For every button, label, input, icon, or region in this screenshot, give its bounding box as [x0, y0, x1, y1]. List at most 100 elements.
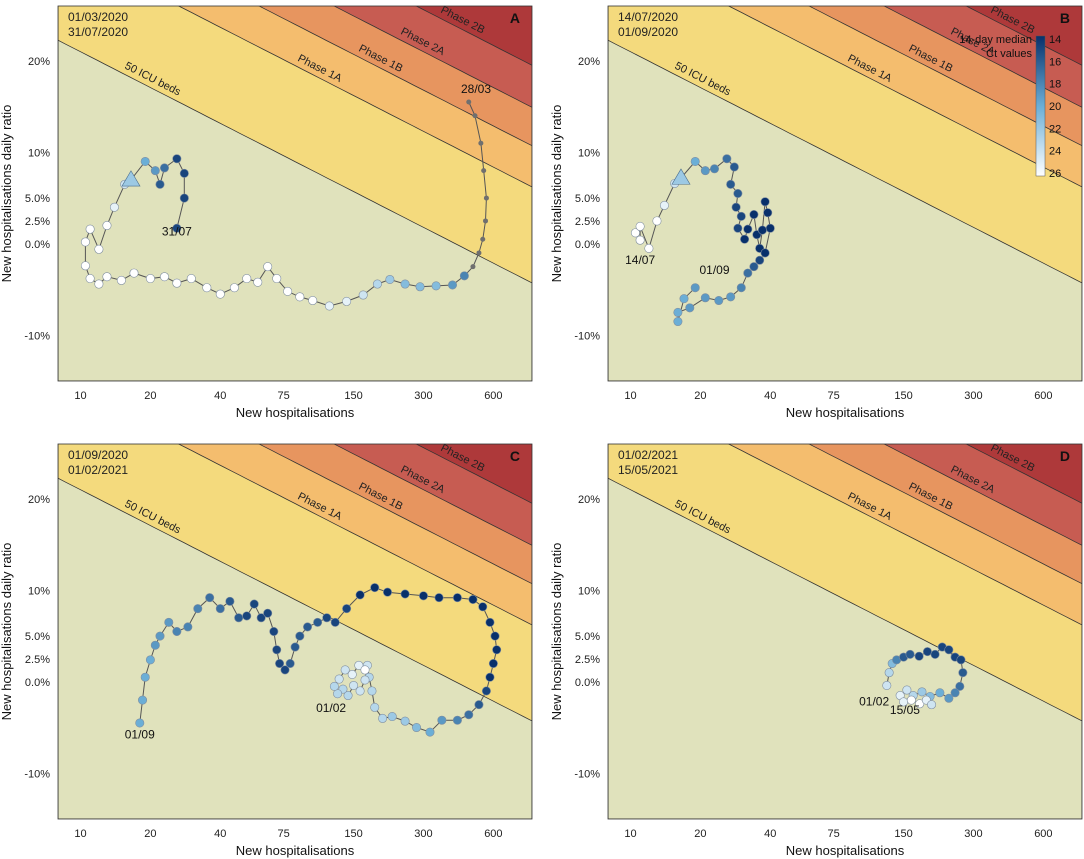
x-tick-label: 600 [1034, 828, 1052, 840]
x-tick-label: 150 [894, 390, 912, 402]
trajectory-point [400, 589, 410, 599]
trajectory-point [950, 688, 960, 698]
trajectory-point [635, 235, 645, 245]
trajectory-point [480, 236, 486, 242]
trajectory-point [242, 274, 252, 284]
x-tick-label: 10 [624, 390, 636, 402]
trajectory-point [679, 294, 689, 304]
trajectory-point [685, 303, 695, 313]
trajectory-point [343, 691, 353, 701]
trajectory-point [225, 596, 235, 606]
trajectory-point [80, 237, 90, 247]
date-end: 01/09/2020 [618, 25, 678, 39]
trajectory-point [295, 292, 305, 302]
x-axis-label: New hospitalisations [786, 843, 905, 858]
trajectory-point [234, 613, 244, 623]
colorbar-tick: 14 [1049, 34, 1061, 46]
y-tick-label: 0.0% [25, 677, 50, 689]
annotation-0: 01/02 [859, 695, 889, 709]
plot-frame [607, 443, 1083, 820]
trajectory-point [135, 718, 145, 728]
trajectory-point [673, 317, 683, 327]
trajectory-point [673, 307, 683, 317]
trajectory-point [308, 296, 318, 306]
trajectory-point [470, 264, 476, 270]
trajectory-point [944, 693, 954, 703]
y-tick-label: 2.5% [575, 654, 600, 666]
y-tick-label: 20% [578, 56, 600, 68]
x-axis-label: New hospitalisations [236, 405, 355, 420]
x-tick-label: 150 [344, 390, 362, 402]
trajectory-point [85, 224, 95, 234]
colorbar-title-2: Ct values [986, 48, 1032, 60]
trajectory-point [150, 166, 160, 176]
x-tick-label: 75 [828, 390, 840, 402]
trajectory-point [263, 608, 273, 618]
annotation-1: 01/02 [316, 701, 346, 715]
date-start: 01/09/2020 [68, 448, 128, 462]
x-axis-label: New hospitalisations [236, 843, 355, 858]
trajectory-point [740, 234, 750, 244]
trajectory-point [749, 210, 759, 220]
x-tick-label: 10 [74, 828, 86, 840]
trajectory-point [425, 727, 435, 737]
trajectory-point [155, 179, 165, 189]
date-end: 01/02/2021 [68, 463, 128, 477]
trajectory-point [164, 617, 174, 627]
trajectory-point [186, 274, 196, 284]
trajectory-point [263, 262, 273, 272]
trajectory-point [644, 243, 654, 253]
x-tick-label: 10 [624, 828, 636, 840]
trajectory-point [172, 223, 182, 233]
trajectory-point [490, 631, 500, 641]
y-tick-label: 0.0% [575, 677, 600, 689]
trajectory-point [340, 665, 350, 675]
y-tick-label: 2.5% [575, 216, 600, 228]
trajectory-point [466, 99, 472, 105]
trajectory-point [360, 665, 370, 675]
trajectory-point [155, 631, 165, 641]
trajectory-point [272, 645, 282, 655]
trajectory-point [280, 665, 290, 675]
x-tick-label: 40 [764, 390, 776, 402]
trajectory-point [755, 255, 765, 265]
y-axis-label: New hospitalisations daily ratio [549, 105, 564, 283]
y-tick-label: 10% [578, 147, 600, 159]
trajectory-point [481, 168, 487, 174]
annotation-0: 14/07 [625, 253, 655, 267]
trajectory-point [733, 223, 743, 233]
trajectory-point [330, 617, 340, 627]
trajectory-point [329, 681, 339, 691]
trajectory-point [159, 272, 169, 282]
trajectory-point [334, 674, 344, 684]
trajectory-point [935, 688, 945, 698]
trajectory-triangle [671, 168, 691, 185]
trajectory-point [927, 700, 937, 710]
trajectory-point [483, 195, 489, 201]
x-tick-label: 150 [344, 828, 362, 840]
date-start: 01/03/2020 [68, 10, 128, 24]
trajectory-point [249, 599, 259, 609]
y-tick-label: 5.0% [25, 193, 50, 205]
trajectory-point [488, 659, 498, 669]
trajectory-point [295, 631, 305, 641]
trajectory-point [367, 686, 377, 696]
trajectory-point [914, 651, 924, 661]
trajectory-point [372, 279, 382, 289]
trajectory-triangle [121, 170, 141, 187]
trajectory-point [763, 208, 773, 218]
y-tick-label: 20% [28, 56, 50, 68]
trajectory-point [253, 277, 263, 287]
trajectory-point [342, 604, 352, 614]
risk-zones [58, 6, 532, 381]
trajectory-point [109, 202, 119, 212]
trajectory-point [635, 221, 645, 231]
trajectory-point [179, 193, 189, 203]
trajectory-point [354, 660, 364, 670]
trajectory-point [956, 655, 966, 665]
x-tick-label: 300 [964, 390, 982, 402]
trajectory-point [358, 290, 368, 300]
trajectory-point [905, 649, 915, 659]
trajectory-point [272, 274, 282, 284]
annotation-0: 01/09 [125, 728, 155, 742]
